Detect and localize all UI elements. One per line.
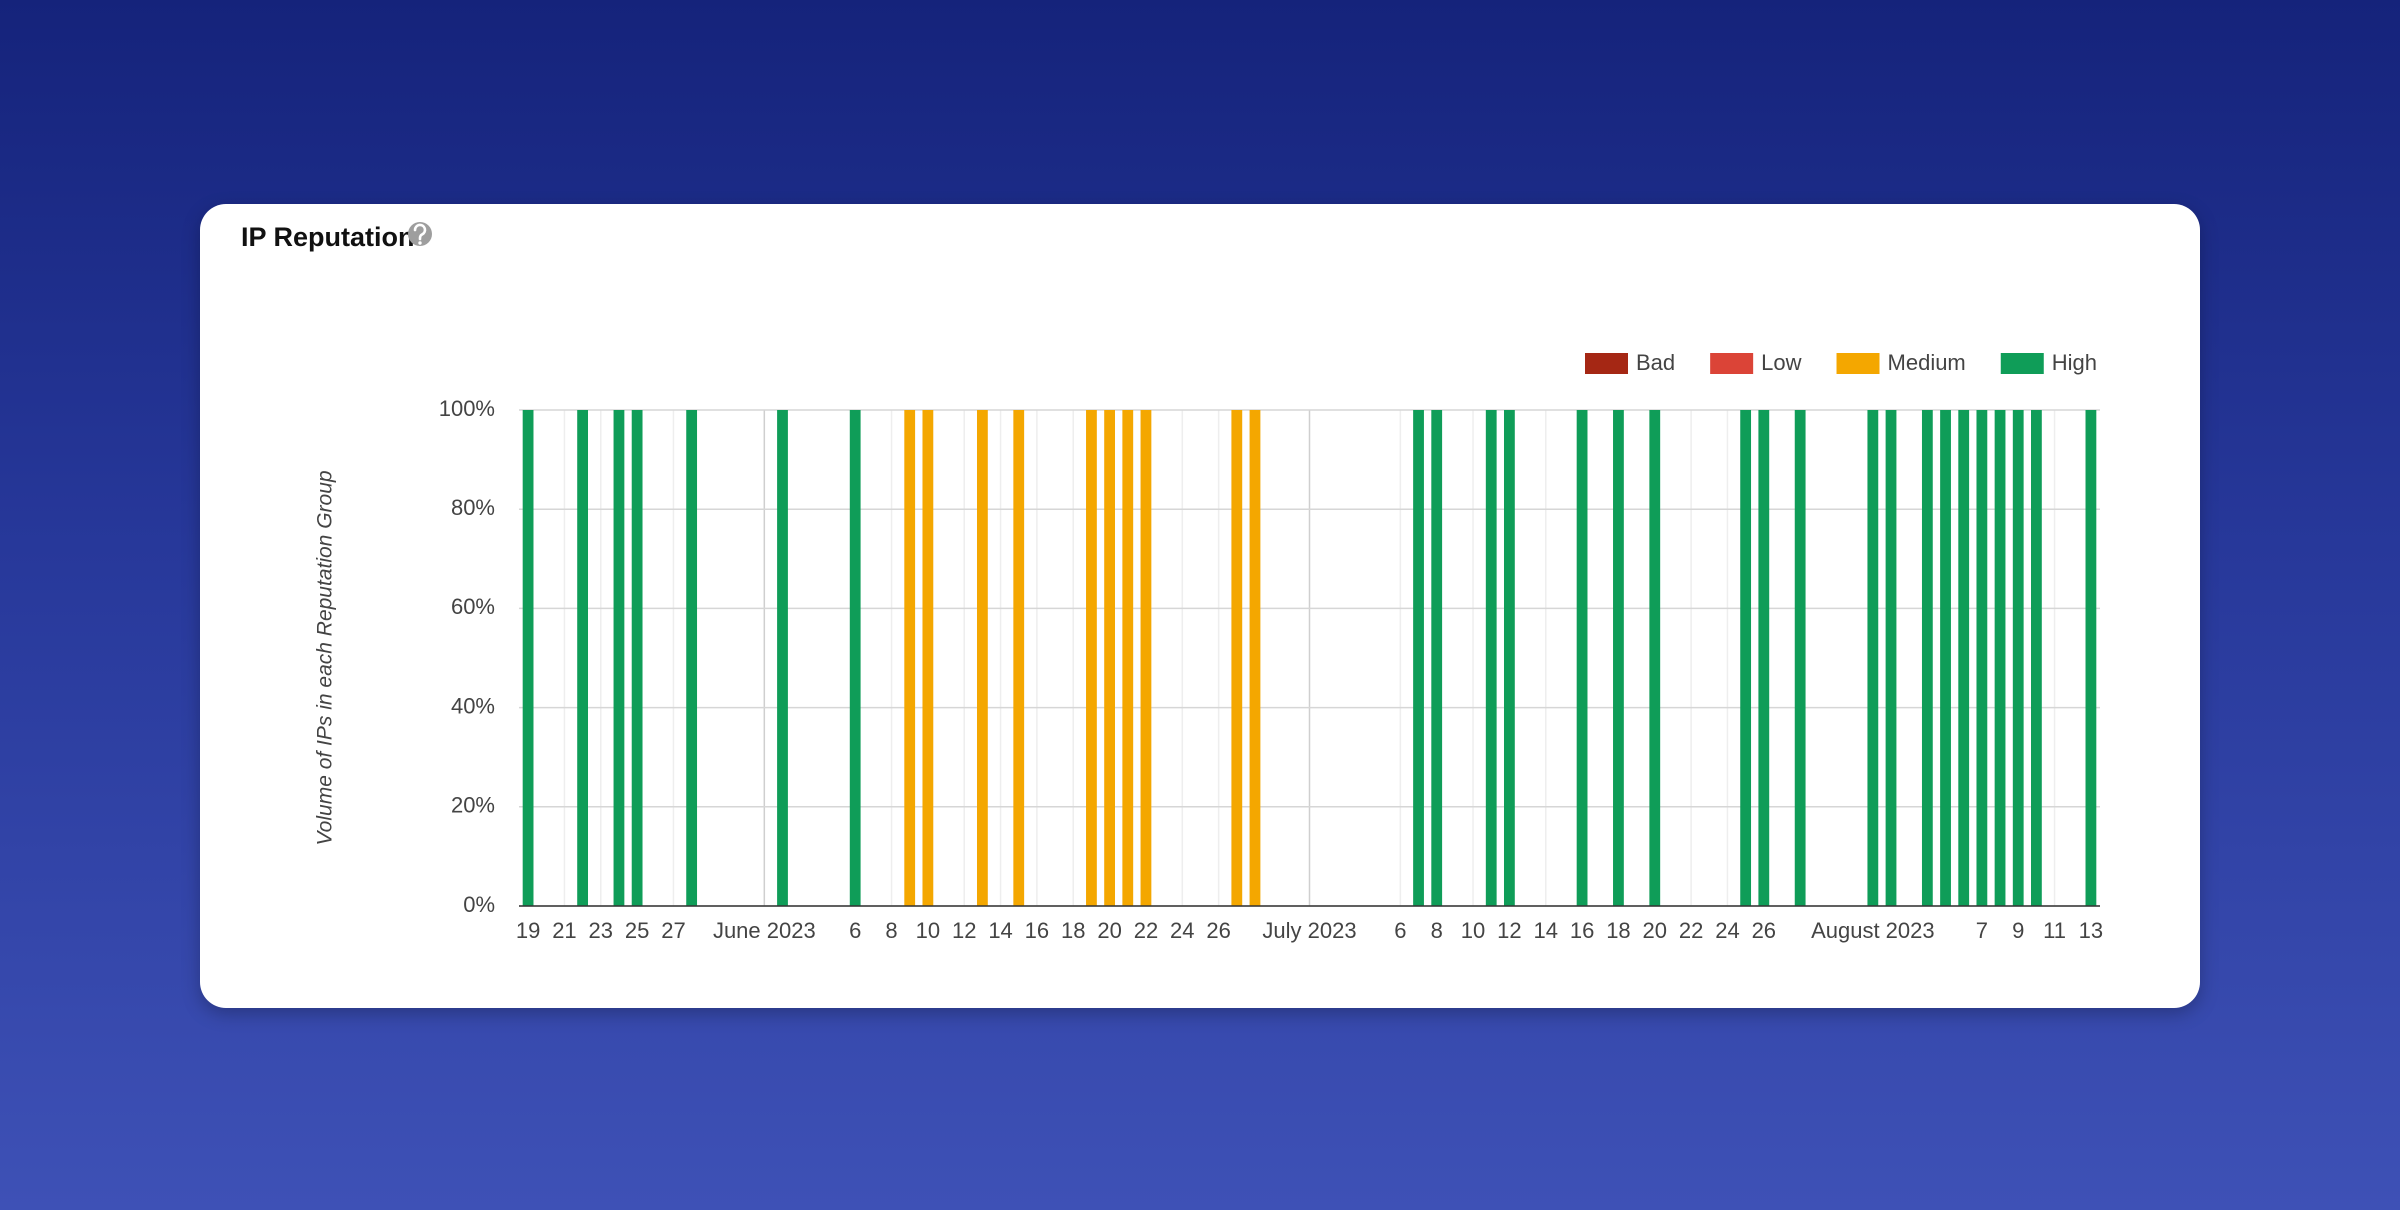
x-tick-label: 12 (1497, 918, 1521, 943)
bar-segment (1976, 410, 1988, 906)
bar-segment (522, 410, 534, 906)
bar-segment (577, 410, 589, 906)
x-tick-label: 22 (1679, 918, 1703, 943)
bar-segment (1431, 410, 1443, 906)
y-axis-title: Volume of IPs in each Reputation Group (314, 470, 337, 845)
x-tick-label: 10 (916, 918, 940, 943)
x-tick-label: 23 (589, 918, 613, 943)
x-tick-label: 11 (2043, 918, 2066, 943)
bar-segment (1649, 410, 1661, 906)
x-tick-label: 12 (952, 918, 976, 943)
x-tick-label: 22 (1134, 918, 1158, 943)
bar-segment (1104, 410, 1116, 906)
legend-swatch (1836, 353, 1880, 374)
bar-segment (1940, 410, 1951, 906)
bar-segment (1994, 410, 2006, 906)
x-tick-label: 13 (2079, 918, 2103, 943)
legend-label: Medium (1888, 350, 1966, 375)
bar-segment (1921, 410, 1933, 906)
x-tick-label: 16 (1570, 918, 1594, 943)
legend-label: Low (1761, 350, 1801, 375)
bar-segment (2030, 410, 2042, 906)
x-tick-label: 14 (988, 918, 1012, 943)
bar-segment (1231, 410, 1243, 906)
x-tick-label: 9 (2012, 918, 2024, 943)
x-tick-label: 25 (625, 918, 649, 943)
bar-segment (777, 410, 788, 906)
x-tick-label: August 2023 (1811, 918, 1935, 943)
y-tick-label: 60% (451, 594, 495, 619)
bar-segment (1013, 410, 1025, 906)
bar-segment (2085, 410, 2097, 906)
x-tick-label: 19 (516, 918, 540, 943)
bar-segment (1794, 410, 1806, 906)
y-tick-label: 40% (451, 693, 495, 718)
x-tick-label: 20 (1097, 918, 1121, 943)
y-tick-label: 20% (451, 793, 495, 818)
bar-segment (1485, 410, 1497, 906)
x-tick-label: 7 (1976, 918, 1988, 943)
help-icon-glyph (413, 223, 427, 241)
x-tick-label: 26 (1752, 918, 1776, 943)
bar-segment (1758, 410, 1770, 906)
x-tick-label: 6 (1394, 918, 1406, 943)
x-tick-label: 27 (661, 918, 685, 943)
x-tick-label: 8 (1431, 918, 1443, 943)
x-tick-label: 24 (1715, 918, 1739, 943)
bar-segment (686, 410, 698, 906)
bar-segment (904, 410, 916, 906)
bar-segment (1576, 410, 1588, 906)
bar-segment (1140, 410, 1152, 906)
x-tick-label: June 2023 (713, 918, 816, 943)
legend-swatch (1585, 353, 1628, 374)
x-tick-label: 8 (885, 918, 897, 943)
x-tick-label: 14 (1533, 918, 1557, 943)
x-tick-label: 16 (1025, 918, 1049, 943)
x-tick-label: July 2023 (1262, 918, 1356, 943)
bar-segment (849, 410, 861, 906)
x-tick-label: 18 (1061, 918, 1085, 943)
x-tick-label: 26 (1206, 918, 1230, 943)
bar-segment (922, 410, 934, 906)
y-tick-label: 80% (451, 495, 495, 520)
help-icon-dot (418, 241, 422, 245)
x-tick-label: 6 (849, 918, 861, 943)
x-tick-label: 24 (1170, 918, 1194, 943)
bar-segment (976, 410, 988, 906)
x-tick-label: 21 (552, 918, 576, 943)
bar-segment (1086, 410, 1097, 906)
x-tick-label: 18 (1606, 918, 1630, 943)
bar-segment (1740, 410, 1752, 906)
x-tick-label: 20 (1643, 918, 1667, 943)
bar-segment (1122, 410, 1134, 906)
y-tick-label: 100% (439, 396, 495, 421)
bar-segment (2012, 410, 2024, 906)
bar-segment (613, 410, 625, 906)
bar-segment (1249, 410, 1261, 906)
bar-segment (1867, 410, 1879, 906)
legend-label: High (2052, 350, 2097, 375)
help-icon[interactable] (408, 222, 432, 246)
bar-segment (1503, 410, 1515, 906)
legend-swatch (1710, 353, 1754, 374)
bar-segment (631, 410, 643, 906)
bar-segment (1885, 410, 1897, 906)
bar-segment (1613, 410, 1624, 906)
bar-segment (1958, 410, 1970, 906)
legend-label: Bad (1636, 350, 1675, 375)
y-tick-label: 0% (463, 892, 495, 917)
bar-segment (1413, 410, 1424, 906)
chart-title: IP Reputation (241, 222, 415, 252)
x-tick-label: 10 (1461, 918, 1485, 943)
legend-swatch (2000, 353, 2044, 374)
